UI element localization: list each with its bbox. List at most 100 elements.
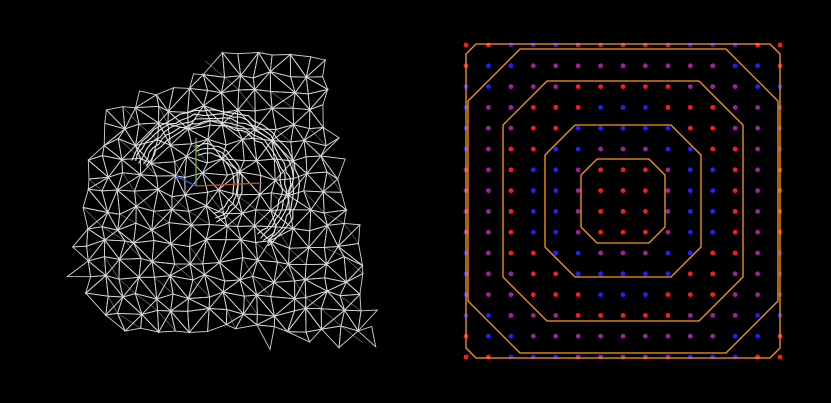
sample-dot: [598, 209, 603, 214]
mesh-edge: [119, 259, 140, 278]
mesh-edge: [121, 159, 141, 175]
sample-dot: [732, 209, 738, 214]
sample-dot: [620, 271, 626, 277]
sample-dot: [755, 84, 760, 89]
contour-ring: [467, 48, 779, 354]
mesh-edge: [138, 123, 158, 141]
mesh-edge: [88, 178, 103, 192]
sample-dot: [687, 125, 693, 131]
mesh-edge: [323, 212, 345, 224]
mesh-edge: [242, 139, 258, 161]
sample-dot: [486, 84, 491, 89]
sample-dot: [598, 146, 603, 152]
sample-dot: [732, 354, 738, 360]
mesh-edge: [157, 189, 173, 210]
mesh-edge: [326, 171, 342, 193]
sample-dot: [553, 209, 559, 214]
mesh-edge: [343, 223, 359, 244]
mesh-edge: [292, 228, 310, 248]
mesh-edge: [104, 239, 120, 260]
mesh-edge: [104, 256, 120, 280]
sample-dot: [553, 292, 559, 297]
sample-dot: [553, 84, 559, 89]
sample-dot: [530, 250, 536, 256]
sample-dot: [575, 84, 581, 89]
mesh-edge: [140, 174, 159, 190]
mesh-triangle: [357, 309, 379, 333]
sample-dot: [530, 167, 536, 173]
mesh-edge: [205, 60, 225, 78]
ridge-inner-line: [195, 147, 239, 219]
mesh-edge: [321, 308, 342, 327]
sample-dot: [575, 63, 581, 69]
sample-dot: [665, 188, 671, 194]
sample-dot: [687, 292, 693, 297]
sample-dot: [508, 250, 514, 256]
sample-dot: [732, 188, 738, 194]
sample-dot: [575, 229, 581, 235]
sample-dot: [575, 167, 581, 173]
mesh-triangle: [273, 314, 288, 333]
mesh-edge: [252, 276, 271, 297]
sample-dot: [553, 250, 559, 256]
sample-dot: [665, 250, 671, 256]
sample-dot: [755, 313, 760, 318]
sample-dot: [732, 292, 738, 297]
mesh-edge: [237, 194, 256, 211]
sample-dot: [508, 229, 514, 235]
mesh-edge: [270, 91, 294, 109]
sample-dot: [486, 250, 491, 256]
sample-dot: [643, 188, 648, 194]
mesh-edge: [117, 229, 134, 244]
sample-dot: [530, 209, 536, 214]
sample-dot: [665, 333, 671, 339]
sample-dot: [530, 354, 536, 360]
mesh-edge: [327, 225, 339, 247]
sample-dot: [486, 188, 491, 194]
sample-dot: [530, 292, 536, 297]
contour-ring: [544, 124, 702, 278]
mesh-edge: [273, 282, 295, 299]
mesh-edge: [169, 275, 189, 299]
mesh-edge: [133, 242, 153, 262]
mesh-edge: [255, 242, 278, 263]
axes-gizmo: [175, 138, 263, 187]
sample-dot: [508, 333, 514, 339]
sample-dot: [530, 42, 536, 48]
mesh-edge: [219, 262, 241, 281]
mesh-edge: [270, 71, 296, 94]
sample-dot: [620, 229, 626, 235]
mesh-edge: [170, 310, 190, 333]
sample-dot: [575, 313, 581, 318]
sample-dot: [710, 63, 716, 69]
sample-dot: [687, 333, 693, 339]
sample-dot: [598, 250, 603, 256]
sample-dot: [732, 84, 738, 89]
mesh-edge: [346, 281, 361, 295]
mesh-edge: [174, 161, 186, 178]
sample-dot: [620, 63, 626, 69]
sample-dot: [687, 354, 693, 360]
sample-dot: [620, 167, 626, 173]
mesh-edge: [343, 256, 364, 274]
sample-dot: [508, 354, 514, 360]
mesh-edge: [244, 296, 258, 315]
sample-dot: [620, 42, 626, 48]
sample-dot: [620, 250, 626, 256]
sample-dot: [710, 271, 716, 277]
contour-ring: [580, 158, 666, 244]
mesh-edge: [122, 106, 140, 125]
sample-dot: [553, 63, 559, 69]
mesh-edge: [122, 172, 135, 192]
sample-dot: [530, 188, 536, 194]
mesh-edge: [224, 77, 239, 91]
sample-dot: [755, 271, 760, 277]
sample-dot: [710, 125, 716, 131]
contour-ring: [502, 80, 744, 322]
sample-dot: [755, 146, 760, 152]
sample-dot: [575, 105, 581, 110]
mesh-edge: [294, 92, 311, 110]
sample-dot: [710, 146, 716, 152]
sample-dot: [575, 333, 581, 339]
